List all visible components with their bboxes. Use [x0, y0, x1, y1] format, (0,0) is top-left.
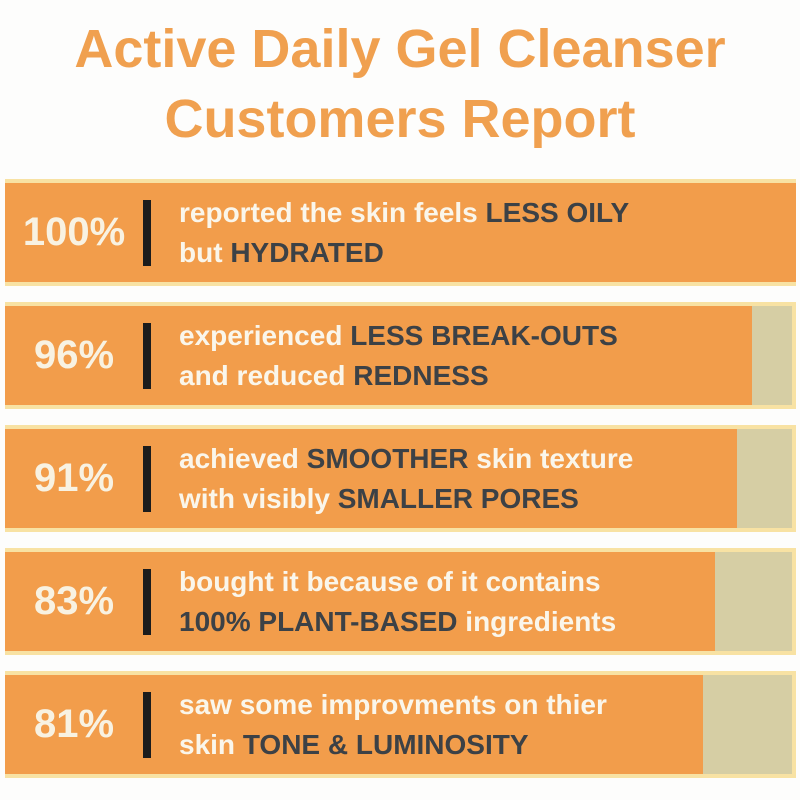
bar-fill — [5, 675, 704, 774]
statement-text: reported the skin feels LESS OILY but HY… — [179, 193, 629, 273]
text-segment-emphasis: SMALLER PORES — [337, 482, 579, 514]
divider-bar — [143, 568, 151, 635]
statement-text: bought it because of it contains 100% PL… — [179, 562, 616, 642]
bar-fill — [5, 429, 737, 528]
text-segment: and reduced — [179, 359, 354, 391]
text-segment-emphasis: TONE & LUMINOSITY — [242, 728, 529, 760]
statement-line: with visibly SMALLER PORES — [179, 479, 633, 519]
text-segment: reported the skin feels — [179, 196, 486, 228]
statement-line: 100% PLANT-BASED ingredients — [179, 602, 616, 642]
statement-line: and reduced REDNESS — [179, 356, 618, 396]
text-segment: skin — [179, 728, 243, 760]
percent-label: 100% — [22, 210, 126, 254]
bar-track: 96% experienced LESS BREAK-OUTS and redu… — [5, 302, 796, 409]
text-segment-emphasis: SMOOTHER — [306, 442, 469, 474]
text-segment: experienced — [179, 319, 351, 351]
bar-content: 81% saw some improvments on thier skin T… — [5, 671, 796, 778]
bar-content: 100% reported the skin feels LESS OILY b… — [5, 179, 796, 286]
bar-fill — [5, 306, 752, 405]
percent-label: 83% — [33, 579, 115, 623]
text-segment: saw some improvments on thier — [179, 688, 607, 720]
text-segment-emphasis: HYDRATED — [230, 236, 384, 268]
bar-content: 96% experienced LESS BREAK-OUTS and redu… — [5, 302, 796, 409]
page-title: Active Daily Gel Cleanser Customers Repo… — [0, 0, 800, 154]
percent-label: 96% — [33, 333, 115, 377]
page-title-line2: Customers Report — [164, 89, 636, 149]
bar-track: 100% reported the skin feels LESS OILY b… — [5, 179, 796, 286]
statement-line: achieved SMOOTHER skin texture — [179, 439, 633, 479]
divider-bar — [143, 691, 151, 758]
divider-bar — [143, 199, 151, 266]
bar-row: 81% saw some improvments on thier skin T… — [5, 671, 796, 778]
bar-track: 83% bought it because of it contains 100… — [5, 548, 796, 655]
percent-label: 91% — [33, 456, 115, 500]
statement-text: achieved SMOOTHER skin texture with visi… — [179, 439, 633, 519]
bar-fill — [5, 183, 796, 282]
bar-row: 100% reported the skin feels LESS OILY b… — [5, 179, 796, 286]
statement-line: skin TONE & LUMINOSITY — [179, 725, 607, 765]
statement-line: experienced LESS BREAK-OUTS — [179, 316, 618, 356]
text-segment: skin texture — [468, 442, 634, 474]
statement-text: experienced LESS BREAK-OUTS and reduced … — [179, 316, 618, 396]
text-segment: with visibly — [179, 482, 338, 514]
bar-row: 83% bought it because of it contains 100… — [5, 548, 796, 655]
text-segment: but — [179, 236, 231, 268]
statement-line: but HYDRATED — [179, 233, 629, 273]
text-segment: bought it because of it contains — [179, 565, 601, 597]
text-segment: achieved — [179, 442, 307, 474]
bar-row: 91% achieved SMOOTHER skin texture with … — [5, 425, 796, 532]
bar-content: 83% bought it because of it contains 100… — [5, 548, 796, 655]
bar-track: 91% achieved SMOOTHER skin texture with … — [5, 425, 796, 532]
page-title-line1: Active Daily Gel Cleanser — [74, 19, 726, 79]
statement-line: reported the skin feels LESS OILY — [179, 193, 629, 233]
statement-text: saw some improvments on thier skin TONE … — [179, 685, 607, 765]
statement-line: saw some improvments on thier — [179, 685, 607, 725]
bar-row: 96% experienced LESS BREAK-OUTS and redu… — [5, 302, 796, 409]
text-segment-emphasis: 100% PLANT-BASED — [179, 605, 458, 637]
bar-chart: 100% reported the skin feels LESS OILY b… — [0, 179, 800, 778]
text-segment-emphasis: LESS OILY — [485, 196, 630, 228]
divider-bar — [143, 322, 151, 389]
divider-bar — [143, 445, 151, 512]
text-segment-emphasis: REDNESS — [353, 359, 489, 391]
bar-fill — [5, 552, 716, 651]
text-segment: ingredients — [457, 605, 617, 637]
bar-track: 81% saw some improvments on thier skin T… — [5, 671, 796, 778]
statement-line: bought it because of it contains — [179, 562, 616, 602]
percent-label: 81% — [33, 702, 115, 746]
bar-content: 91% achieved SMOOTHER skin texture with … — [5, 425, 796, 532]
text-segment-emphasis: LESS BREAK-OUTS — [350, 319, 618, 351]
